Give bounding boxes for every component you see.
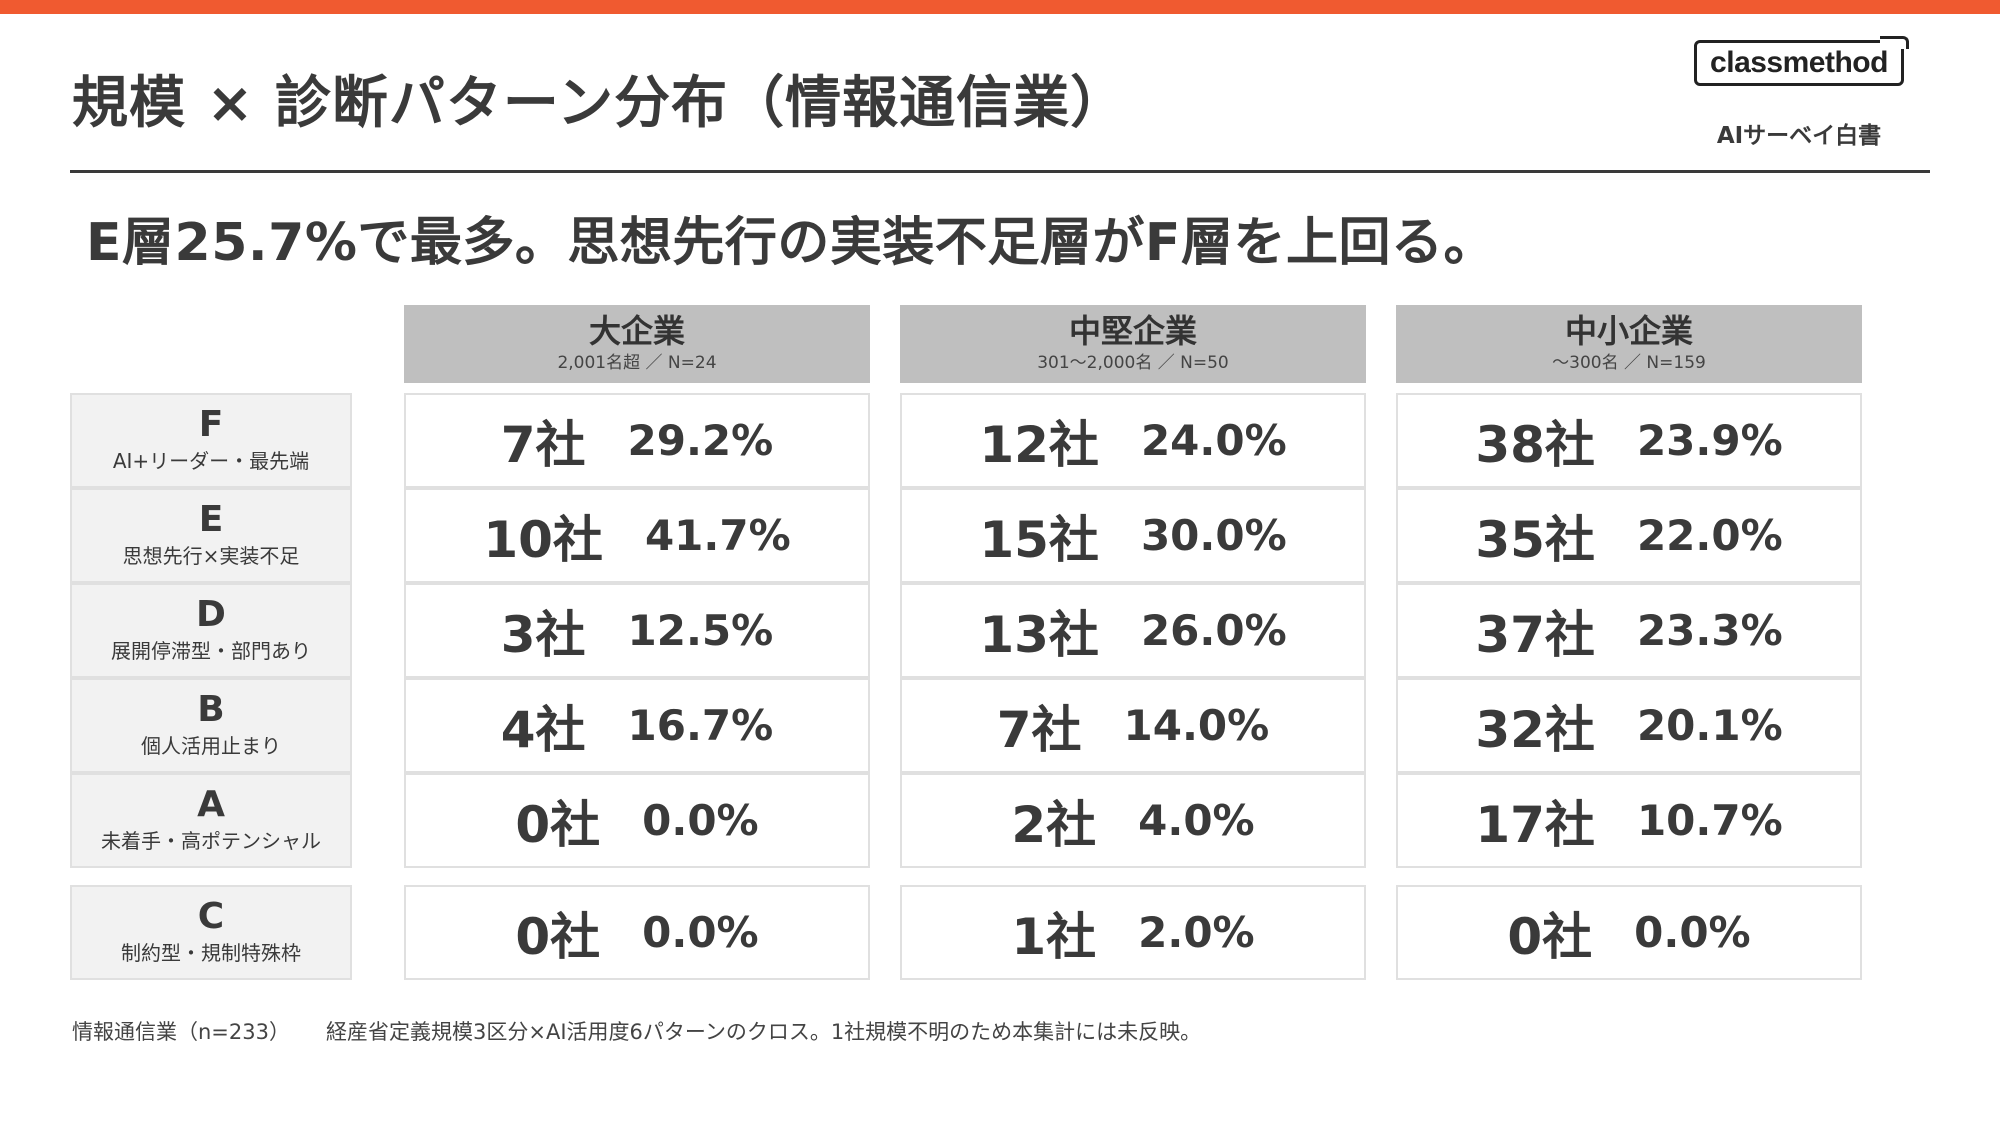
table-cell: 7社 14.0% [900, 678, 1366, 773]
percentage: 10.7% [1636, 796, 1783, 845]
pattern-description: 制約型・規制特殊枠 [121, 941, 301, 965]
company-count: 3社 [500, 605, 586, 664]
table-cell: 10社 41.7% [404, 488, 870, 583]
percentage: 0.0% [1634, 908, 1751, 957]
column-name: 大企業 [588, 312, 685, 350]
pattern-code: C [197, 896, 225, 937]
table-cell: 0社 0.0% [404, 773, 870, 868]
pattern-description: 思想先行×実装不足 [122, 544, 300, 568]
table-cell: 32社 20.1% [1396, 678, 1862, 773]
company-count: 0社 [515, 795, 601, 854]
percentage: 2.0% [1138, 908, 1255, 957]
column-sub: 301〜2,000名 ／ N=50 [1037, 353, 1229, 373]
company-count: 2社 [1011, 795, 1097, 854]
company-count: 15社 [979, 510, 1099, 569]
pattern-description: AI+リーダー・最先端 [112, 449, 310, 473]
pattern-description: 個人活用止まり [141, 734, 281, 758]
table-cell: 38社 23.9% [1396, 393, 1862, 488]
company-count: 38社 [1475, 415, 1595, 474]
company-count: 7社 [996, 700, 1082, 759]
classmethod-logo: classmethod [1694, 40, 1904, 86]
pattern-code: E [198, 499, 224, 540]
table-cell: 15社 30.0% [900, 488, 1366, 583]
percentage: 22.0% [1636, 511, 1783, 560]
pattern-description: 展開停滞型・部門あり [111, 639, 311, 663]
percentage: 12.5% [627, 606, 774, 655]
pattern-code: F [198, 404, 224, 445]
percentage: 23.3% [1636, 606, 1783, 655]
company-count: 17社 [1475, 795, 1595, 854]
percentage: 41.7% [644, 511, 791, 560]
row-label-a: A 未着手・高ポテンシャル [70, 773, 352, 868]
row-label-d: D 展開停滞型・部門あり [70, 583, 352, 678]
table-cell: 13社 26.0% [900, 583, 1366, 678]
company-count: 12社 [979, 415, 1099, 474]
percentage: 0.0% [642, 908, 759, 957]
table-cell: 1社 2.0% [900, 885, 1366, 980]
percentage: 0.0% [642, 796, 759, 845]
row-label-e: E 思想先行×実装不足 [70, 488, 352, 583]
logo-subtitle: AIサーベイ白書 [1716, 123, 1882, 149]
percentage: 20.1% [1636, 701, 1783, 750]
pattern-code: B [197, 689, 225, 730]
company-count: 13社 [979, 605, 1099, 664]
percentage: 23.9% [1636, 416, 1783, 465]
column-name: 中小企業 [1564, 312, 1693, 350]
page-title: 規模 × 診断パターン分布（情報通信業） [72, 71, 1128, 136]
company-count: 10社 [483, 510, 603, 569]
pattern-code: D [196, 594, 226, 635]
table-cell: 0社 0.0% [1396, 885, 1862, 980]
accent-bar [0, 0, 2000, 14]
footnote-sample: 情報通信業（n=233） [72, 1020, 290, 1044]
column-name: 中堅企業 [1068, 312, 1197, 350]
percentage: 14.0% [1123, 701, 1270, 750]
column-sub: 〜300名 ／ N=159 [1552, 353, 1706, 373]
percentage: 24.0% [1140, 416, 1287, 465]
company-count: 32社 [1475, 700, 1595, 759]
row-label-b: B 個人活用止まり [70, 678, 352, 773]
row-label-c: C 制約型・規制特殊枠 [70, 885, 352, 980]
row-label-f: F AI+リーダー・最先端 [70, 393, 352, 488]
title-divider [70, 170, 1930, 173]
table-cell: 37社 23.3% [1396, 583, 1862, 678]
company-count: 7社 [500, 415, 586, 474]
column-header-mid: 中堅企業 301〜2,000名 ／ N=50 [900, 305, 1366, 383]
company-count: 0社 [515, 907, 601, 966]
company-count: 0社 [1507, 907, 1593, 966]
table-cell: 2社 4.0% [900, 773, 1366, 868]
footnote-method: 経産省定義規模3区分×AI活用度6パターンのクロス。1社規模不明のため本集計には… [326, 1020, 1202, 1044]
table-cell: 0社 0.0% [404, 885, 870, 980]
table-cell: 35社 22.0% [1396, 488, 1862, 583]
table-cell: 17社 10.7% [1396, 773, 1862, 868]
percentage: 30.0% [1140, 511, 1287, 560]
company-count: 1社 [1011, 907, 1097, 966]
column-header-small: 中小企業 〜300名 ／ N=159 [1396, 305, 1862, 383]
headline: E層25.7%で最多。思想先行の実装不足層がF層を上回る。 [86, 213, 1496, 273]
table-cell: 12社 24.0% [900, 393, 1366, 488]
table-cell: 7社 29.2% [404, 393, 870, 488]
logo-tab-decoration [1880, 36, 1909, 49]
pattern-description: 未着手・高ポテンシャル [101, 829, 321, 853]
table-cell: 4社 16.7% [404, 678, 870, 773]
pattern-code: A [197, 784, 225, 825]
footnote: 情報通信業（n=233） 経産省定義規模3区分×AI活用度6パターンのクロス。1社… [72, 1016, 1201, 1046]
company-count: 37社 [1475, 605, 1595, 664]
company-count: 35社 [1475, 510, 1595, 569]
column-sub: 2,001名超 ／ N=24 [557, 353, 717, 373]
percentage: 4.0% [1138, 796, 1255, 845]
table-cell: 3社 12.5% [404, 583, 870, 678]
percentage: 26.0% [1140, 606, 1287, 655]
column-header-large: 大企業 2,001名超 ／ N=24 [404, 305, 870, 383]
percentage: 29.2% [627, 416, 774, 465]
company-count: 4社 [500, 700, 586, 759]
percentage: 16.7% [627, 701, 774, 750]
